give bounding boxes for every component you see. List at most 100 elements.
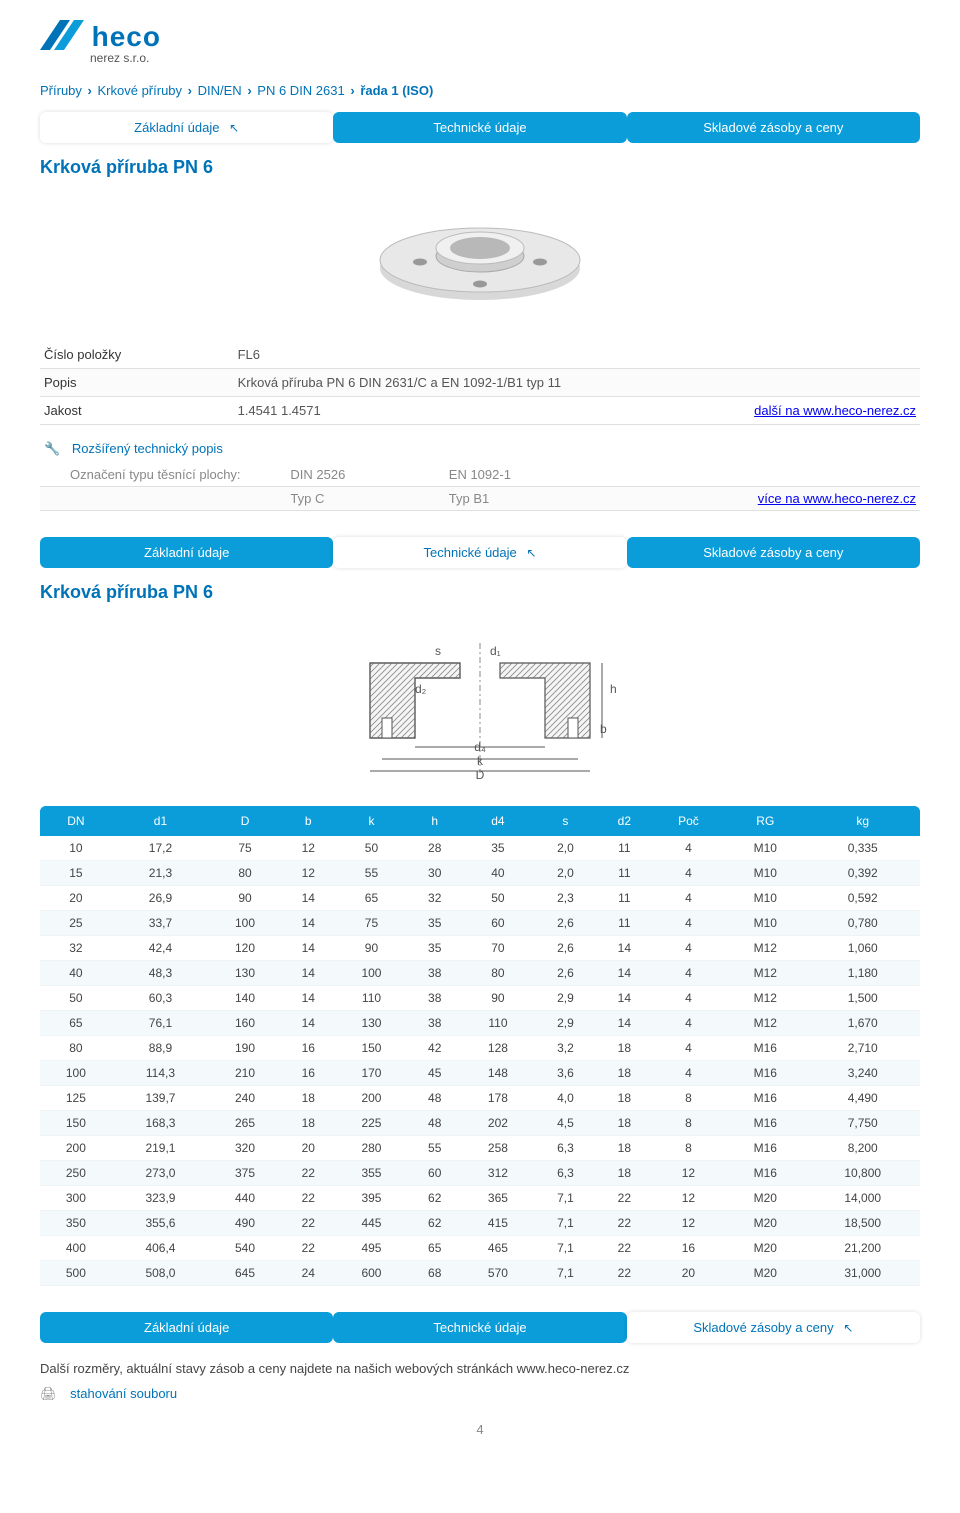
table-cell: 8	[652, 1086, 725, 1111]
table-cell: 3,6	[534, 1061, 597, 1086]
table-cell: 570	[462, 1261, 534, 1286]
table-cell: 0,592	[805, 886, 920, 911]
table-cell: 258	[462, 1136, 534, 1161]
table-cell: 50	[462, 886, 534, 911]
table-cell: 100	[336, 961, 408, 986]
table-cell: 355	[336, 1161, 408, 1186]
table-cell: 38	[407, 961, 462, 986]
table-cell: 280	[336, 1136, 408, 1161]
table-cell: 8	[652, 1136, 725, 1161]
table-cell: 4	[652, 1061, 725, 1086]
table-cell: 18	[281, 1086, 336, 1111]
tab-basic[interactable]: Základní údaje	[40, 537, 333, 568]
column-header: d4	[462, 806, 534, 836]
table-cell: 130	[336, 1011, 408, 1036]
breadcrumb: Příruby › Krkové příruby › DIN/EN › PN 6…	[40, 83, 920, 98]
breadcrumb-item[interactable]: řada 1 (ISO)	[360, 83, 433, 98]
table-cell: 33,7	[112, 911, 209, 936]
table-cell: 90	[462, 986, 534, 1011]
tabs-row-1: Základní údaje ↖ Technické údaje Skladov…	[40, 112, 920, 143]
tab-technical[interactable]: Technické údaje	[333, 112, 626, 143]
table-row: Označení typu těsnící plochy: DIN 2526 E…	[40, 463, 920, 487]
table-cell: M16	[725, 1161, 805, 1186]
breadcrumb-item[interactable]: Krkové příruby	[98, 83, 183, 98]
table-cell: 125	[40, 1086, 112, 1111]
logo-icon	[40, 20, 84, 53]
column-header: D	[209, 806, 281, 836]
table-cell: 14	[281, 911, 336, 936]
footer-note: Další rozměry, aktuální stavy zásob a ce…	[40, 1361, 920, 1376]
tab-stock[interactable]: Skladové zásoby a ceny ↖	[627, 1312, 920, 1343]
table-cell: 60,3	[112, 986, 209, 1011]
breadcrumb-item[interactable]: DIN/EN	[198, 83, 242, 98]
tab-technical[interactable]: Technické údaje ↖	[333, 537, 626, 568]
table-cell: 14	[597, 1011, 652, 1036]
table-cell: 7,1	[534, 1211, 597, 1236]
table-cell: 4	[652, 861, 725, 886]
product-image	[40, 198, 920, 311]
logo: heco nerez s.r.o.	[40, 20, 920, 65]
tab-stock[interactable]: Skladové zásoby a ceny	[627, 537, 920, 568]
column-header: DN	[40, 806, 112, 836]
table-cell: M16	[725, 1036, 805, 1061]
table-cell: 140	[209, 986, 281, 1011]
table-row: 3242,4120149035702,6144M121,060	[40, 936, 920, 961]
table-cell: 1,060	[805, 936, 920, 961]
table-cell: 18	[597, 1036, 652, 1061]
table-cell: 2,710	[805, 1036, 920, 1061]
info-value: 1.4541 1.4571	[234, 397, 474, 425]
table-cell: 14	[597, 936, 652, 961]
svg-text:d₁: d₁	[490, 644, 501, 658]
table-cell: 210	[209, 1061, 281, 1086]
table-cell: 55	[336, 861, 408, 886]
table-cell: 178	[462, 1086, 534, 1111]
table-cell: 22	[597, 1186, 652, 1211]
table-cell: 415	[462, 1211, 534, 1236]
table-cell: 20	[281, 1136, 336, 1161]
column-header: RG	[725, 806, 805, 836]
table-cell: 16	[281, 1061, 336, 1086]
breadcrumb-item[interactable]: Příruby	[40, 83, 82, 98]
table-row: 150168,326518225482024,5188M167,750	[40, 1111, 920, 1136]
tab-stock[interactable]: Skladové zásoby a ceny	[627, 112, 920, 143]
table-cell: 88,9	[112, 1036, 209, 1061]
table-cell: 60	[462, 911, 534, 936]
column-header: kg	[805, 806, 920, 836]
more-link[interactable]: další na www.heco-nerez.cz	[754, 403, 916, 418]
info-value: Krková příruba PN 6 DIN 2631/C a EN 1092…	[234, 369, 920, 397]
sealing-din-type: Typ C	[286, 487, 444, 511]
table-cell: 160	[209, 1011, 281, 1036]
table-cell: 6,3	[534, 1136, 597, 1161]
table-cell: 80	[462, 961, 534, 986]
table-cell: 490	[209, 1211, 281, 1236]
column-header: b	[281, 806, 336, 836]
table-cell: 26,9	[112, 886, 209, 911]
tab-technical[interactable]: Technické údaje	[333, 1312, 626, 1343]
chevron-right-icon: ›	[247, 83, 251, 98]
table-cell: 1,180	[805, 961, 920, 986]
table-cell: 16	[652, 1236, 725, 1261]
table-cell: 300	[40, 1186, 112, 1211]
download-row[interactable]: 🖨 stahování souboru	[40, 1386, 920, 1402]
column-header: h	[407, 806, 462, 836]
breadcrumb-item[interactable]: PN 6 DIN 2631	[257, 83, 344, 98]
tab-basic[interactable]: Základní údaje	[40, 1312, 333, 1343]
table-cell: 2,0	[534, 836, 597, 861]
table-cell: 18	[281, 1111, 336, 1136]
sealing-label: Označení typu těsnící plochy:	[40, 463, 286, 487]
table-row: Popis Krková příruba PN 6 DIN 2631/C a E…	[40, 369, 920, 397]
table-cell: 12	[281, 836, 336, 861]
table-cell: 240	[209, 1086, 281, 1111]
column-header: k	[336, 806, 408, 836]
sealing-en-type: Typ B1	[445, 487, 603, 511]
table-cell: 465	[462, 1236, 534, 1261]
extended-desc-row[interactable]: 🔧 Rozšířený technický popis	[40, 435, 920, 463]
sealing-link[interactable]: více na www.heco-nerez.cz	[758, 491, 916, 506]
table-cell: 12	[652, 1211, 725, 1236]
table-cell: 18	[597, 1086, 652, 1111]
table-row: 4048,31301410038802,6144M121,180	[40, 961, 920, 986]
svg-text:d₂: d₂	[415, 682, 427, 696]
tab-basic[interactable]: Základní údaje ↖	[40, 112, 333, 143]
table-cell: 250	[40, 1161, 112, 1186]
table-cell: 31,000	[805, 1261, 920, 1286]
